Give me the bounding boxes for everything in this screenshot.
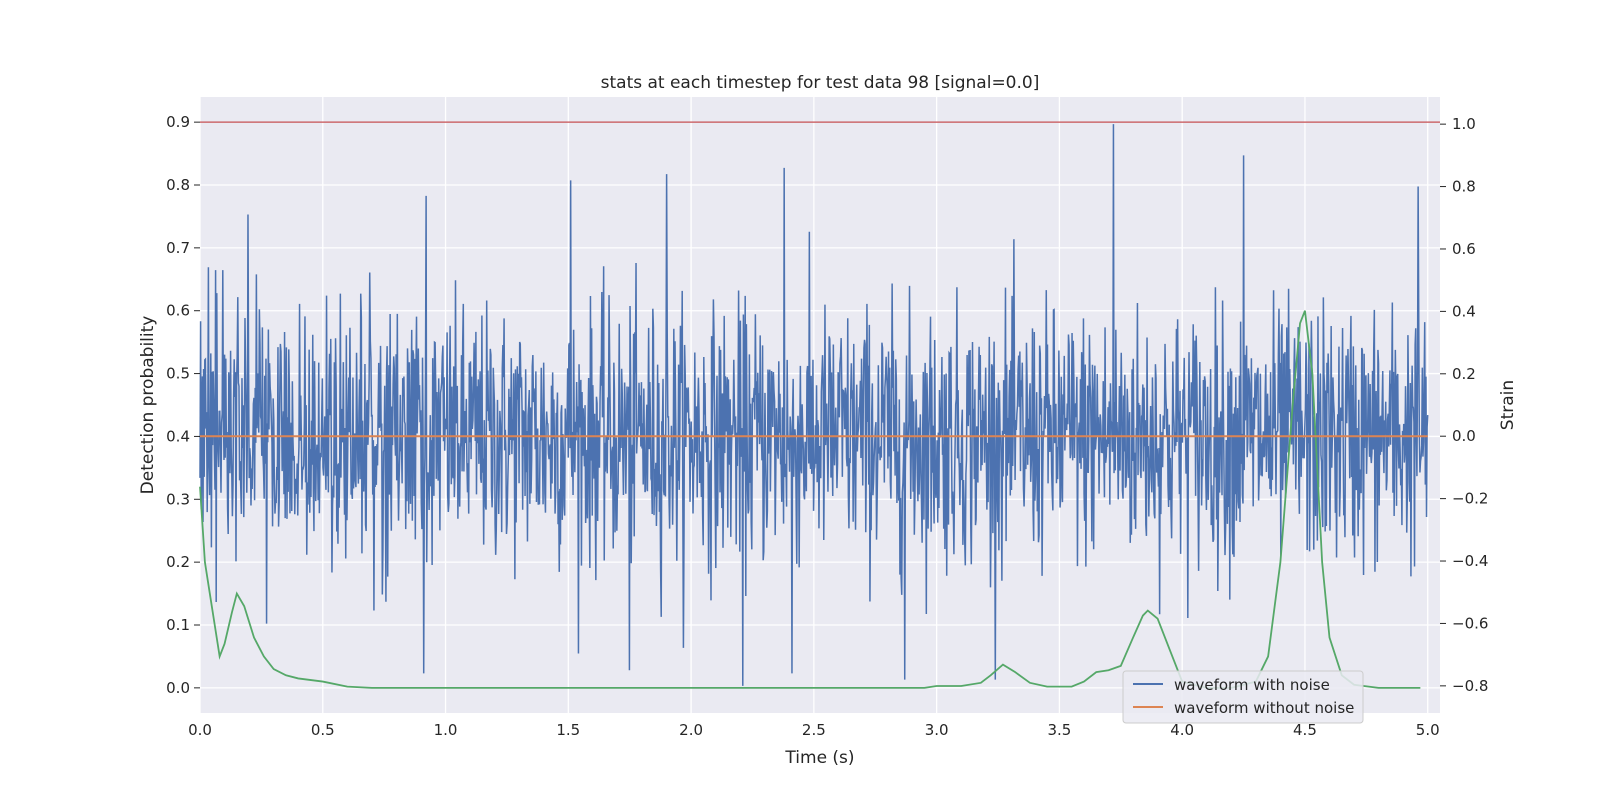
y-left-tick-label-6: 0.6 [166,302,190,320]
series-detection-probability [199,310,1421,689]
x-tick-label-9: 4.5 [1293,721,1317,739]
legend-box [1122,670,1364,724]
legend: waveform with noise waveform without noi… [1122,670,1364,724]
y-right-tick-label-1: −0.6 [1452,614,1488,632]
y-left-tick-label-4: 0.4 [166,427,190,445]
y-axis-label-left: Detection probability [138,316,158,495]
y-right-tick-label-2: −0.4 [1452,552,1488,570]
y-right-tick-label-0: −0.8 [1452,677,1488,695]
legend-label-clean: waveform without noise [1174,699,1354,717]
series-waveform-with-noise [199,124,1429,686]
x-tick-label-6: 3.0 [925,721,949,739]
x-tick-label-1: 0.5 [311,721,335,739]
x-tick-label-7: 3.5 [1047,721,1071,739]
y-left-tick-label-7: 0.7 [166,239,190,257]
legend-label-noise: waveform with noise [1174,676,1330,694]
x-tick-label-8: 4.0 [1170,721,1194,739]
y-right-tick-label-7: 0.6 [1452,240,1476,258]
y-right-tick-label-4: 0.0 [1452,427,1476,445]
y-left-tick-label-8: 0.8 [166,176,190,194]
x-tick-label-0: 0.0 [188,721,212,739]
x-tick-label-5: 2.5 [802,721,826,739]
x-tick-label-2: 1.0 [434,721,458,739]
y-left-tick-label-5: 0.5 [166,365,190,383]
y-left-tick-label-9: 0.9 [166,113,190,131]
y-right-tick-label-9: 1.0 [1452,115,1476,133]
x-tick-label-4: 2.0 [679,721,703,739]
y-left-tick-label-1: 0.1 [166,616,190,634]
y-left-tick-label-2: 0.2 [166,553,190,571]
x-tick-label-3: 1.5 [556,721,580,739]
y-right-tick-label-6: 0.4 [1452,302,1476,320]
chart-title: stats at each timestep for test data 98 … [601,73,1040,93]
y-right-tick-label-8: 0.8 [1452,178,1476,196]
x-tick-label-10: 5.0 [1416,721,1440,739]
y-axis-label-right: Strain [1498,380,1518,430]
x-axis-label: Time (s) [784,748,854,768]
tick-layer: 0.0 0.5 1.0 1.5 2.0 2.5 3.0 3.5 4.0 4.5 5.0 0.0 0.1 0… [166,113,1488,739]
y-right-tick-label-5: 0.2 [1452,365,1476,383]
series-layer [199,121,1440,689]
y-right-tick-label-3: −0.2 [1452,490,1488,508]
y-left-tick-label-3: 0.3 [166,490,190,508]
y-left-tick-label-0: 0.0 [166,679,190,697]
